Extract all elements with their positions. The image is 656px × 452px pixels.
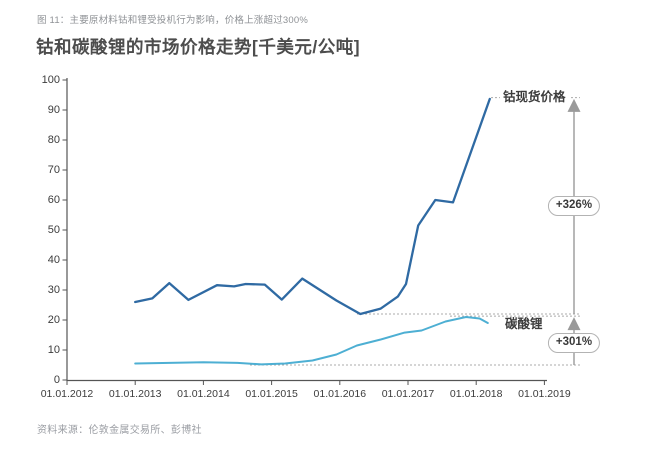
y-tick-label: 80	[47, 133, 60, 146]
arrow-up-icon	[567, 317, 581, 331]
y-tick-label: 10	[47, 343, 60, 356]
lithium-price-line	[134, 316, 489, 366]
y-tick-label: 50	[47, 223, 60, 236]
y-tick-label: 30	[47, 283, 60, 296]
arrow-up-icon	[567, 98, 581, 112]
y-tick-label: 90	[47, 103, 60, 116]
y-tick-label: 0	[53, 373, 60, 386]
axes	[66, 78, 547, 382]
x-tick-label: 01.01.2015	[245, 388, 298, 400]
figure-caption: 图 11：主要原材料钴和锂受投机行为影响，价格上涨超过300%	[37, 15, 308, 26]
y-tick-label: 100	[41, 73, 60, 86]
x-tick-label: 01.01.2019	[518, 388, 571, 400]
lithium-series-label: 碳酸锂	[502, 317, 546, 332]
x-tick-label: 01.01.2012	[40, 388, 94, 400]
y-tick-label: 60	[47, 193, 60, 206]
x-tick-label: 01.01.2016	[313, 388, 367, 400]
x-tick-label: 01.01.2017	[381, 388, 435, 400]
y-tick-label: 70	[47, 163, 60, 176]
chart-title: 钴和碳酸锂的市场价格走势[千美元/公吨]	[36, 37, 361, 57]
y-tick-label: 20	[47, 313, 60, 326]
y-tick-label: 40	[47, 253, 60, 266]
cobalt-series-label: 钴现货价格	[500, 90, 569, 105]
x-tick-label: 01.01.2018	[449, 388, 503, 400]
x-tick-label: 01.01.2013	[108, 388, 162, 400]
source-note: 资料来源：伦敦金属交易所、彭博社	[37, 425, 202, 436]
cobalt-increase-badge: +326%	[547, 196, 601, 217]
cobalt-price-line	[134, 97, 491, 316]
x-tick-label: 01.01.2014	[177, 388, 230, 400]
lithium-increase-badge: +301%	[547, 333, 601, 354]
